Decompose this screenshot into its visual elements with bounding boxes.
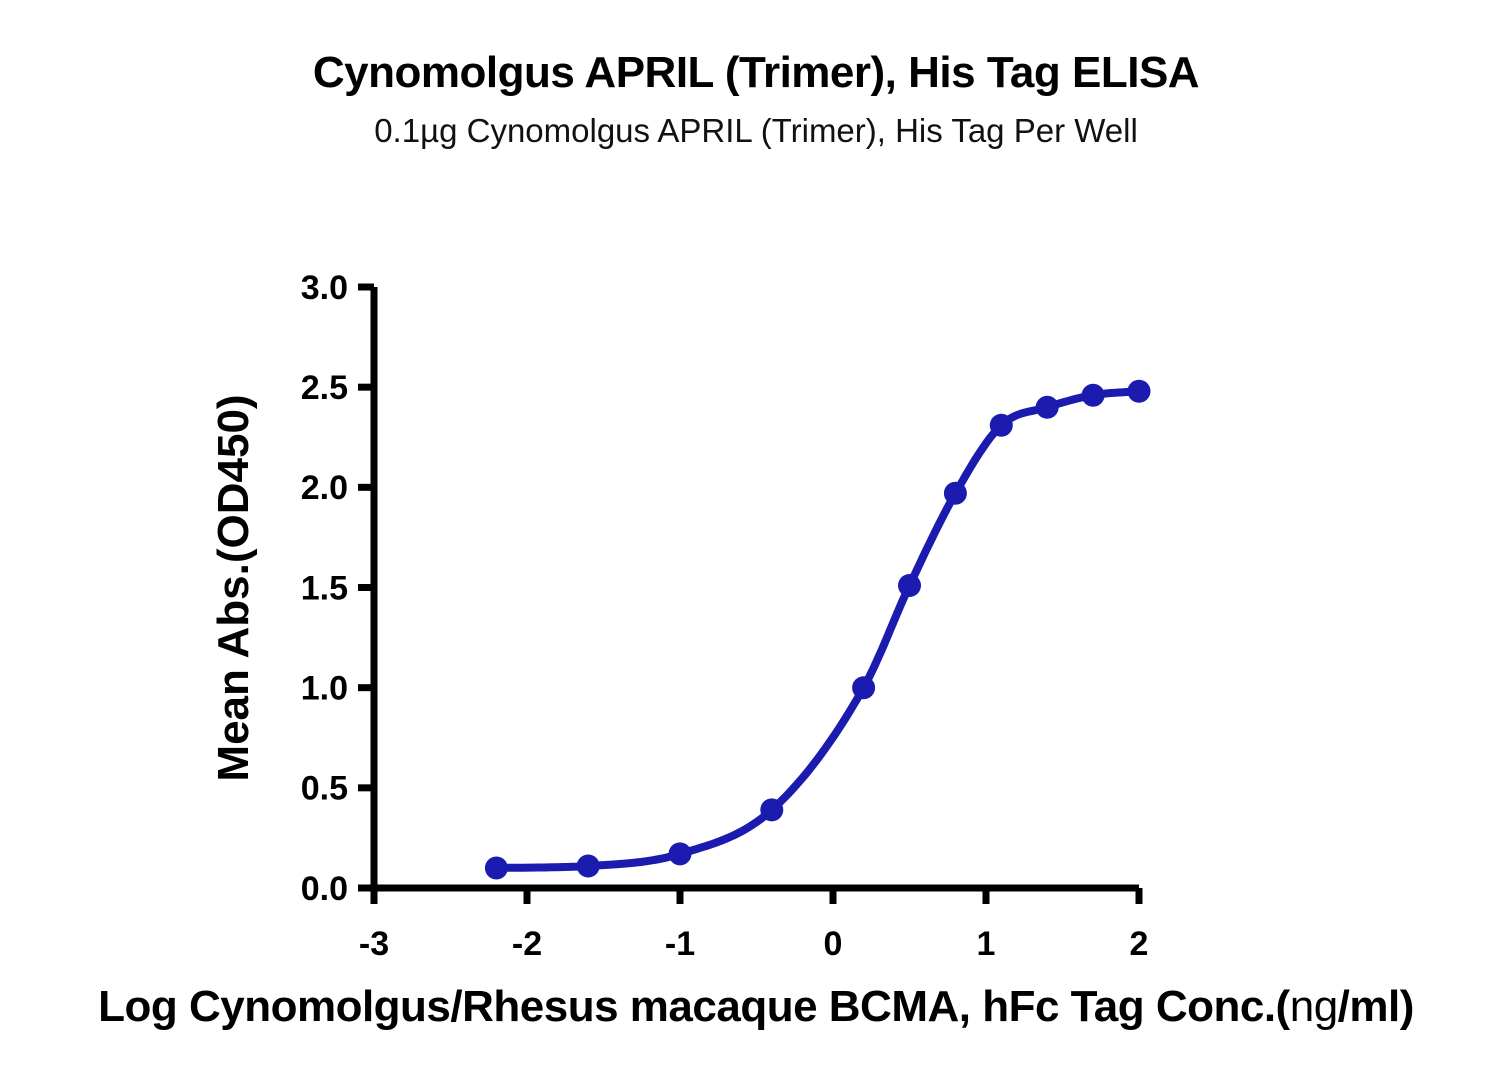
data-point — [852, 676, 876, 700]
x-tick-label: -2 — [512, 925, 542, 963]
x-axis: -3 -2 -1 0 1 2 — [359, 884, 1149, 963]
x-tick-label: 2 — [1130, 925, 1149, 963]
y-tick-label: 3.0 — [301, 269, 348, 307]
y-axis: 0.0 0.5 1.0 1.5 2.0 2.5 3.0 — [301, 269, 378, 908]
data-point — [668, 842, 692, 866]
data-points — [484, 379, 1151, 880]
data-point — [898, 574, 921, 597]
data-point — [760, 798, 784, 822]
y-tick-label: 1.5 — [301, 569, 348, 607]
x-axis-title-bold-prefix: Log Cynomolgus/Rhesus macaque BCMA, hFc … — [98, 982, 1290, 1031]
x-axis-title-light: ng — [1289, 982, 1338, 1031]
chart-title: Cynomolgus APRIL (Trimer), His Tag ELISA — [312, 48, 1200, 97]
y-tick-label: 2.0 — [301, 469, 348, 507]
y-tick-label: 2.5 — [301, 369, 348, 407]
y-tick-label: 0.0 — [301, 870, 348, 908]
x-axis-title: Log Cynomolgus/Rhesus macaque BCMA, hFc … — [0, 982, 1512, 1032]
y-tick-label: 1.0 — [301, 670, 348, 708]
x-tick-label: 1 — [977, 925, 996, 963]
x-axis-title-bold-suffix: /ml) — [1337, 982, 1415, 1031]
x-tick-label: -3 — [359, 925, 389, 963]
data-point — [576, 854, 600, 878]
x-tick-label: 0 — [824, 925, 843, 963]
y-axis-title: Mean Abs.(OD450) — [209, 394, 258, 781]
x-tick-label: -1 — [665, 925, 695, 963]
data-point — [1127, 379, 1151, 403]
data-point — [1035, 395, 1059, 419]
y-tick-label: 0.5 — [301, 770, 348, 808]
data-point — [1081, 383, 1105, 407]
chart-subtitle: 0.1µg Cynomolgus APRIL (Trimer), His Tag… — [374, 112, 1138, 149]
fit-curve — [492, 387, 1143, 872]
data-point — [484, 856, 508, 880]
data-point — [989, 413, 1013, 437]
data-point — [943, 481, 967, 505]
